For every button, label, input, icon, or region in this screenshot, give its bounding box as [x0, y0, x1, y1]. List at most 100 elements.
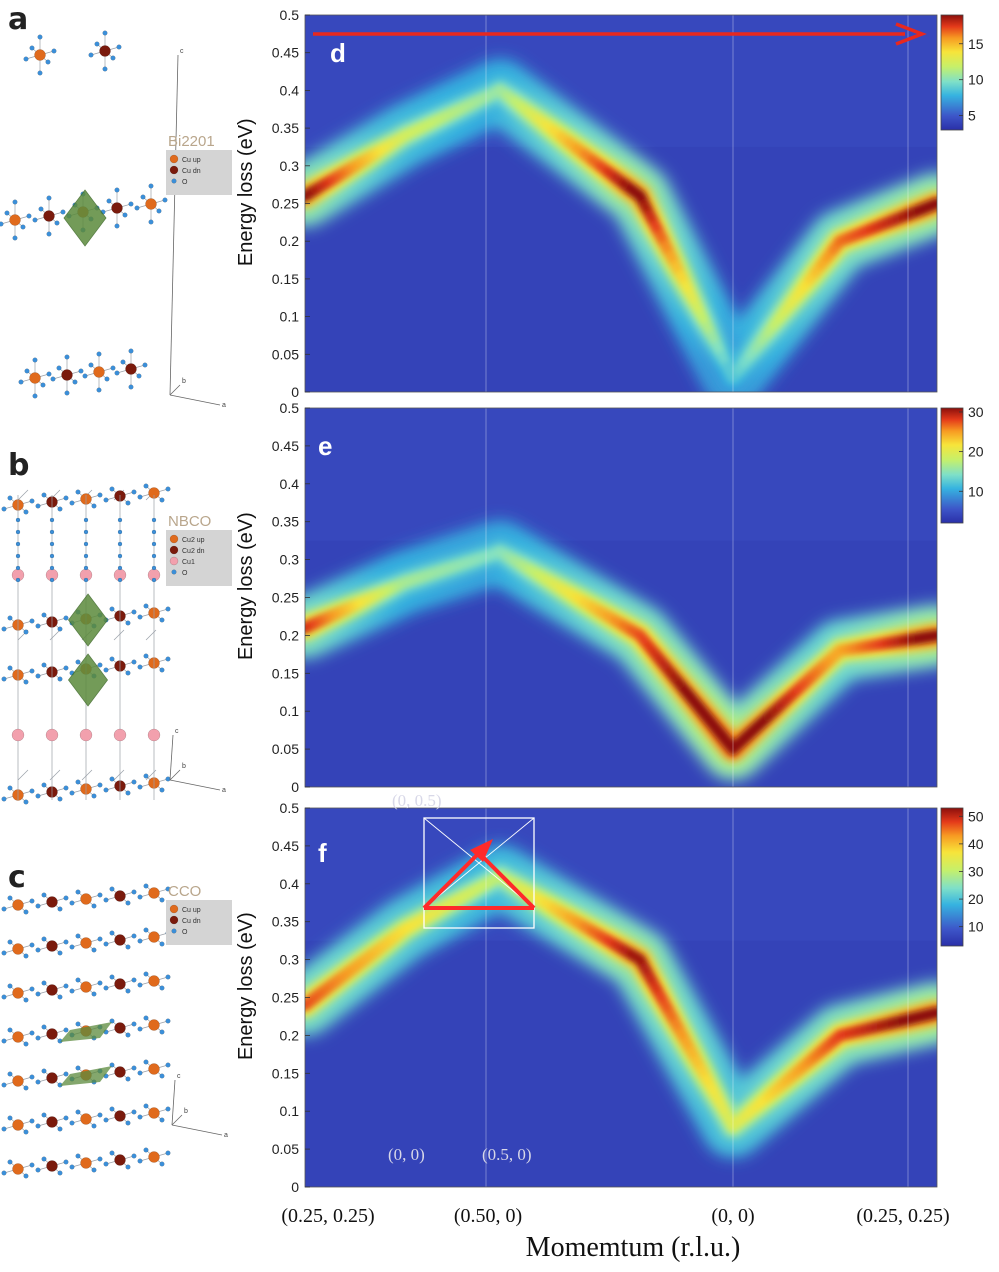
copper1-atom — [113, 728, 127, 742]
oxygen-atom — [63, 895, 69, 901]
oxygen-atom — [15, 577, 21, 583]
bond-line — [17, 769, 29, 781]
oxygen-atom — [69, 1164, 75, 1170]
oxygen-atom — [165, 1150, 171, 1156]
oxygen-atom — [63, 939, 69, 945]
oxygen-atom — [96, 387, 102, 393]
y-tick-label: 0.45 — [272, 45, 299, 61]
colorbar-tick-label: 40 — [968, 836, 984, 852]
oxygen-atom — [29, 1074, 35, 1080]
oxygen-atom — [46, 195, 52, 201]
inset-label-top: (0, 0.5) — [392, 791, 442, 810]
panel-letter-e: e — [318, 431, 332, 461]
legend-label: Cu dn — [182, 918, 201, 925]
y-tick-label: 0.3 — [280, 952, 300, 968]
y-tick-label: 0.2 — [280, 233, 300, 249]
axis-c — [171, 1079, 176, 1126]
axis-label: c — [175, 728, 179, 735]
colorbar — [940, 407, 964, 524]
y-tick-label: 0.15 — [272, 271, 299, 287]
axis-label: a — [224, 1132, 228, 1139]
colorbar-tick-label: 20 — [968, 444, 984, 460]
oxygen-atom — [1, 506, 7, 512]
oxygen-atom — [116, 44, 122, 50]
oxygen-atom — [35, 623, 41, 629]
oxygen-atom — [64, 390, 70, 396]
oxygen-atom — [122, 212, 128, 218]
legend-swatch — [169, 534, 179, 544]
oxygen-atom — [159, 1073, 165, 1079]
panel-letter-b: b — [8, 448, 30, 483]
copper-up-atom — [80, 1157, 92, 1169]
oxygen-atom — [137, 1070, 143, 1076]
oxygen-atom — [37, 70, 43, 76]
oxygen-atom — [23, 799, 29, 805]
oxygen-atom — [7, 895, 13, 901]
copper-down-atom — [125, 363, 137, 375]
oxygen-atom — [23, 997, 29, 1003]
legend-label: Cu1 — [182, 559, 195, 566]
oxygen-atom — [114, 223, 120, 229]
oxygen-atom — [97, 782, 103, 788]
oxygen-atom — [128, 201, 134, 207]
inset-path-3 — [422, 851, 481, 910]
oxygen-atom — [57, 676, 63, 682]
y-tick-label: 0.2 — [280, 1027, 300, 1043]
axis-c — [169, 54, 179, 396]
y-tick-label: 0.4 — [280, 82, 300, 98]
copper-down-atom — [114, 1066, 126, 1078]
oxygen-atom — [29, 45, 35, 51]
copper-down-atom — [61, 369, 73, 381]
oxygen-atom — [23, 629, 29, 635]
oxygen-atom — [117, 577, 123, 583]
oxygen-atom — [91, 1123, 97, 1129]
scan-direction-arrow — [313, 22, 927, 46]
legend-label: Cu up — [182, 907, 201, 914]
oxygen-atom — [7, 939, 13, 945]
oxygen-atom — [51, 48, 57, 54]
colorbar-tick-label: 10 — [968, 483, 984, 499]
oxygen-atom — [29, 986, 35, 992]
oxygen-atom — [35, 1123, 41, 1129]
y-tick-label: 0.5 — [280, 800, 300, 816]
oxygen-atom — [1, 1126, 7, 1132]
copper-down-atom — [46, 1072, 58, 1084]
oxygen-atom — [91, 503, 97, 509]
oxygen-atom — [131, 977, 137, 983]
oxygen-atom — [7, 495, 13, 501]
copper-up-atom — [80, 981, 92, 993]
oxygen-atom — [96, 351, 102, 357]
y-tick-label: 0 — [291, 779, 299, 795]
copper-up-atom — [148, 1019, 160, 1031]
oxygen-atom — [151, 517, 157, 523]
heatmap-panel-d: 0.5 0.45 0.4 0.35 0.3 0.25 0.2 0.15 0.1 0.05 0 Ener… — [235, 7, 984, 400]
oxygen-atom — [83, 517, 89, 523]
oxygen-atom — [103, 1161, 109, 1167]
copper-down-atom — [46, 940, 58, 952]
oxygen-atom — [151, 565, 157, 571]
panel-letter-f: f — [318, 838, 327, 868]
oxygen-atom — [125, 620, 131, 626]
oxygen-atom — [75, 1065, 81, 1071]
oxygen-atom — [41, 782, 47, 788]
oxygen-atom — [41, 936, 47, 942]
oxygen-atom — [75, 1109, 81, 1115]
x-axis-title: Momemtum (r.l.u.) — [526, 1232, 741, 1263]
colorbar-tick-label: 10 — [968, 72, 984, 88]
oxygen-atom — [29, 618, 35, 624]
oxygen-atom — [50, 376, 56, 382]
bond-line — [17, 489, 29, 501]
oxygen-atom — [35, 1167, 41, 1173]
legend-swatch — [171, 569, 177, 575]
oxygen-atom — [110, 365, 116, 371]
oxygen-atom — [41, 892, 47, 898]
colorbar-tick-label: 15 — [968, 36, 984, 52]
oxygen-atom — [97, 1112, 103, 1118]
oxygen-atom — [131, 489, 137, 495]
panel-letter-d: d — [330, 38, 346, 68]
oxygen-atom — [49, 529, 55, 535]
copper-up-atom — [148, 1107, 160, 1119]
oxygen-atom — [143, 1059, 149, 1065]
oxygen-atom — [23, 679, 29, 685]
